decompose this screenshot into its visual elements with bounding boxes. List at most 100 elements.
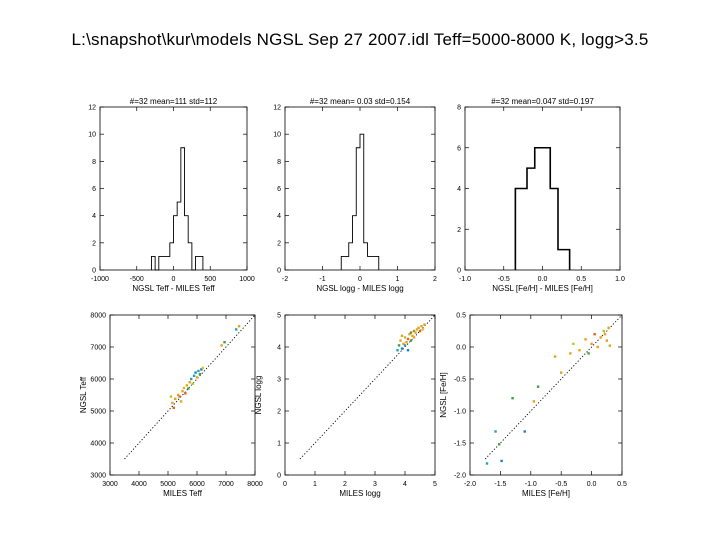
scatter-point	[602, 329, 605, 333]
one-to-one-line	[299, 314, 436, 460]
x-tick-label: 1	[396, 276, 400, 283]
x-tick-label: -500	[130, 276, 144, 283]
scatter-point	[179, 400, 183, 403]
scatter-point	[169, 395, 173, 398]
x-tick-label: 2	[433, 276, 437, 283]
scatter-point	[411, 334, 414, 337]
y-tick-label: 0	[277, 473, 281, 480]
x-tick-label: 0	[283, 481, 287, 488]
x-axis-label: NGSL Teff - MILES Teff	[132, 284, 215, 293]
y-tick-label: 4000	[90, 441, 106, 448]
scatter-point	[237, 325, 241, 328]
one-to-one-line	[124, 314, 256, 460]
scatter-point	[405, 341, 408, 344]
x-tick-label: 0.5	[617, 481, 627, 488]
y-tick-label: 4	[277, 345, 281, 352]
scatter-point	[198, 373, 202, 376]
y-tick-label: -2.0	[454, 473, 466, 480]
x-axis-label: NGSL [Fe/H] - MILES [Fe/H]	[492, 284, 593, 293]
x-tick-label: -1	[319, 276, 325, 283]
x-tick-label: 0.0	[538, 276, 548, 283]
y-tick-label: 4	[457, 186, 461, 193]
scatter-point	[406, 337, 410, 341]
x-tick-label: 3	[373, 481, 377, 488]
histogram-step	[151, 147, 204, 271]
y-axis-label: NGSL [Fe/H]	[439, 372, 448, 418]
scatter-point	[200, 368, 203, 371]
scatter-point	[192, 374, 196, 377]
plot-frame	[99, 106, 248, 271]
x-tick-label: 1	[313, 481, 317, 488]
scatter-point	[178, 395, 181, 398]
scatter-point	[409, 339, 413, 342]
scatter-point	[414, 331, 417, 334]
y-tick-label: 6	[92, 186, 96, 193]
scatter-point	[185, 384, 189, 387]
y-tick-label: 2	[92, 240, 96, 247]
scatter-point	[536, 385, 540, 388]
y-tick-label: 2	[457, 227, 461, 234]
scatter-point	[485, 462, 489, 465]
scatter-point	[194, 371, 197, 374]
x-tick-label: -1.0	[525, 481, 537, 488]
scatter-point	[494, 430, 497, 433]
scatter-point	[560, 371, 563, 374]
scatter-point	[397, 344, 401, 347]
scatter-point	[181, 389, 184, 393]
y-tick-label: 1	[277, 441, 281, 448]
scatter-point	[523, 430, 526, 433]
scatter-point	[190, 377, 193, 381]
y-axis-label: NGSL Teff	[79, 376, 88, 413]
scatter-point	[412, 336, 416, 339]
x-tick-label: -0.5	[555, 481, 567, 488]
y-tick-label: 8000	[90, 313, 106, 320]
y-tick-label: 6000	[90, 377, 106, 384]
y-tick-label: 8	[92, 159, 96, 166]
scatter-point	[403, 344, 407, 347]
scatter-point	[403, 336, 407, 339]
y-tick-label: 4	[92, 213, 96, 220]
x-tick-label: 4	[403, 481, 407, 488]
scatter-point	[593, 333, 596, 336]
x-tick-label: -2	[282, 276, 288, 283]
scatter-point	[396, 349, 399, 352]
scatter-point	[587, 352, 590, 355]
scatter-point	[409, 331, 413, 334]
y-tick-label: 0	[92, 268, 96, 275]
scatter-point	[532, 400, 536, 403]
y-tick-label: 0.0	[456, 345, 466, 352]
y-tick-label: 3	[277, 377, 281, 384]
scatter-point	[415, 328, 419, 331]
x-tick-label: -1.5	[494, 481, 506, 488]
plot-frame	[469, 314, 623, 476]
y-tick-label: 2	[277, 409, 281, 416]
x-axis-label: MILES logg	[339, 489, 380, 498]
scatter-point	[569, 352, 572, 355]
scatter-point	[400, 334, 404, 337]
scatter-point	[187, 387, 190, 390]
plot-frame	[109, 314, 256, 476]
y-tick-label: 5000	[90, 409, 106, 416]
scatter-point	[188, 381, 191, 384]
chart-title: #=32 mean=0.047 std=0.197	[491, 97, 594, 106]
scatter-point	[195, 376, 199, 379]
scatter-point	[191, 382, 194, 385]
y-tick-label: 10	[273, 132, 281, 139]
scatter-point	[590, 342, 593, 345]
scatter-point	[607, 326, 610, 329]
x-tick-label: 500	[204, 276, 216, 283]
scatter-point	[220, 344, 223, 347]
x-tick-label: 2	[343, 481, 347, 488]
scatter-point	[599, 336, 602, 339]
y-tick-label: 0	[457, 268, 461, 275]
scatter-point	[406, 349, 410, 352]
x-tick-label: 1.0	[615, 276, 625, 283]
y-tick-label: 7000	[90, 345, 106, 352]
x-axis-label: MILES [Fe/H]	[522, 489, 570, 498]
scatter-point	[500, 459, 503, 463]
scatter-point	[497, 443, 501, 446]
y-axis-label: NGSL logg	[254, 376, 263, 415]
scatter-point	[608, 344, 612, 347]
scatter-point	[182, 386, 186, 390]
